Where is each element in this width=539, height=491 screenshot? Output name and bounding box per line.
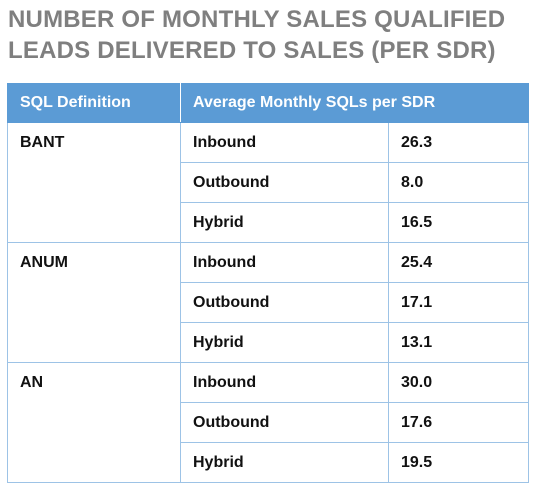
table-header-row: SQL Definition Average Monthly SQLs per …: [7, 83, 529, 123]
value-cell: 17.1: [388, 282, 529, 323]
table-row: ANUM Inbound 25.4: [7, 242, 529, 363]
table-row: Hybrid 13.1: [8, 322, 529, 363]
lead-type-cell: Inbound: [180, 122, 389, 163]
value-cell: 17.6: [388, 402, 529, 443]
value-cell: 30.0: [388, 362, 529, 403]
value-cell: 25.4: [388, 242, 529, 283]
sql-definition-cell: BANT: [7, 122, 181, 243]
table-row: Outbound 8.0: [8, 162, 529, 203]
lead-type-cell: Outbound: [180, 162, 389, 203]
value-cell: 13.1: [388, 322, 529, 363]
lead-type-cell: Outbound: [180, 282, 389, 323]
lead-type-cell: Inbound: [180, 362, 389, 403]
table-row: Outbound 17.6: [8, 402, 529, 443]
sql-definition-cell: AN: [7, 362, 181, 483]
table-row: BANT Inbound 26.3: [7, 122, 529, 243]
table-row: Outbound 17.1: [8, 282, 529, 323]
value-cell: 26.3: [388, 122, 529, 163]
table-row: Hybrid 16.5: [8, 202, 529, 243]
chart-title-line-1: NUMBER OF MONTHLY SALES QUALIFIED: [8, 6, 506, 33]
lead-type-cell: Hybrid: [180, 202, 389, 243]
lead-type-cell: Hybrid: [180, 322, 389, 363]
header-average-monthly-sqls: Average Monthly SQLs per SDR: [180, 83, 529, 123]
table-row: Hybrid 19.5: [8, 442, 529, 483]
table-row: AN Inbound 30.0: [7, 362, 529, 483]
sql-table: SQL Definition Average Monthly SQLs per …: [7, 83, 529, 483]
lead-type-cell: Inbound: [180, 242, 389, 283]
sql-definition-cell: ANUM: [7, 242, 181, 363]
value-cell: 16.5: [388, 202, 529, 243]
value-cell: 8.0: [388, 162, 529, 203]
value-cell: 19.5: [388, 442, 529, 483]
lead-type-cell: Hybrid: [180, 442, 389, 483]
header-sql-definition: SQL Definition: [7, 83, 181, 123]
lead-type-cell: Outbound: [180, 402, 389, 443]
chart-title: NUMBER OF MONTHLY SALES QUALIFIED LEADS …: [8, 4, 533, 66]
chart-title-line-2: LEADS DELIVERED TO SALES (PER SDR): [8, 37, 496, 64]
